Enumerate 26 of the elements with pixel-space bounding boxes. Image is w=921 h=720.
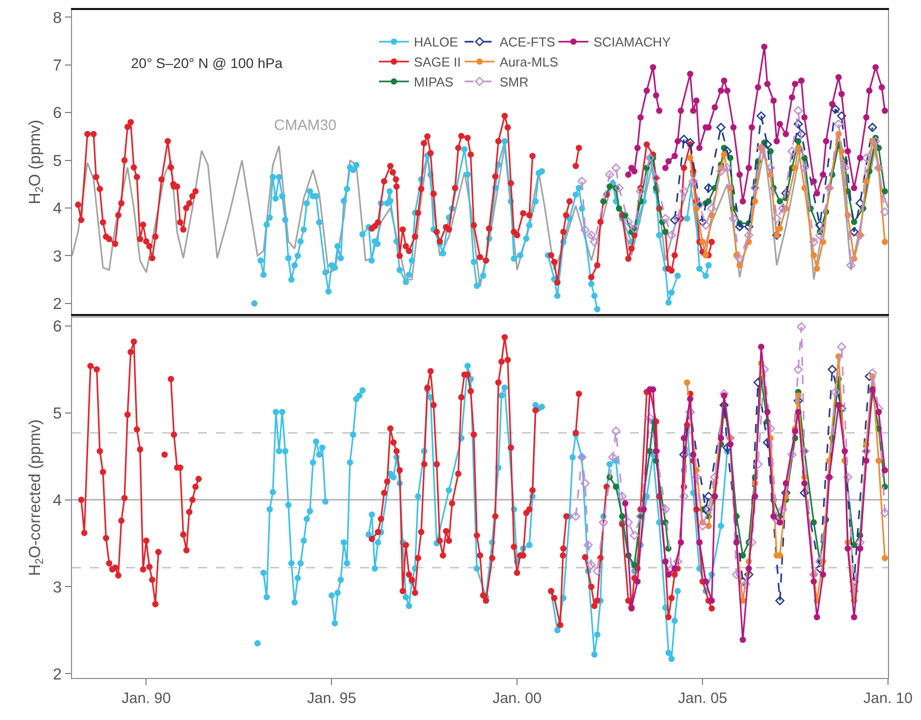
x-tick-label: Jan. 00 <box>492 690 542 708</box>
y-tick-label: 5 <box>52 152 62 170</box>
y-tick-label: 4 <box>52 200 62 218</box>
x-tick-label: Jan. 90 <box>122 690 171 708</box>
y-tick-label: 3 <box>52 579 62 596</box>
y-tick-label: 6 <box>52 318 62 336</box>
y-tick-label: 6 <box>52 105 62 122</box>
legend-label: SCIAMACHY <box>593 34 672 50</box>
y-tick-label: 4 <box>52 492 62 510</box>
y-tick-label: 2 <box>52 666 62 684</box>
legend-label: HALOE <box>414 34 458 50</box>
y-tick-label: 8 <box>52 10 62 27</box>
legend-label: MIPAS <box>414 74 454 90</box>
legend-label: SAGE II <box>414 54 461 70</box>
x-tick-label: Jan. 95 <box>307 690 356 708</box>
x-tick-label: Jan. 10 <box>863 690 913 708</box>
legend-label: Aura-MLS <box>500 54 558 70</box>
legend-label: ACE-FTS <box>500 34 556 50</box>
x-tick-label: Jan. 05 <box>678 690 728 708</box>
y-tick-label: 3 <box>52 248 62 266</box>
annotation: 20° S–20° N @ 100 hPa <box>131 55 283 71</box>
y-tick-label: 5 <box>52 405 62 422</box>
y-tick-label: 7 <box>52 57 62 74</box>
series-label: CMAM30 <box>274 117 337 134</box>
legend-label: SMR <box>500 74 528 90</box>
y-tick-label: 2 <box>52 296 62 314</box>
